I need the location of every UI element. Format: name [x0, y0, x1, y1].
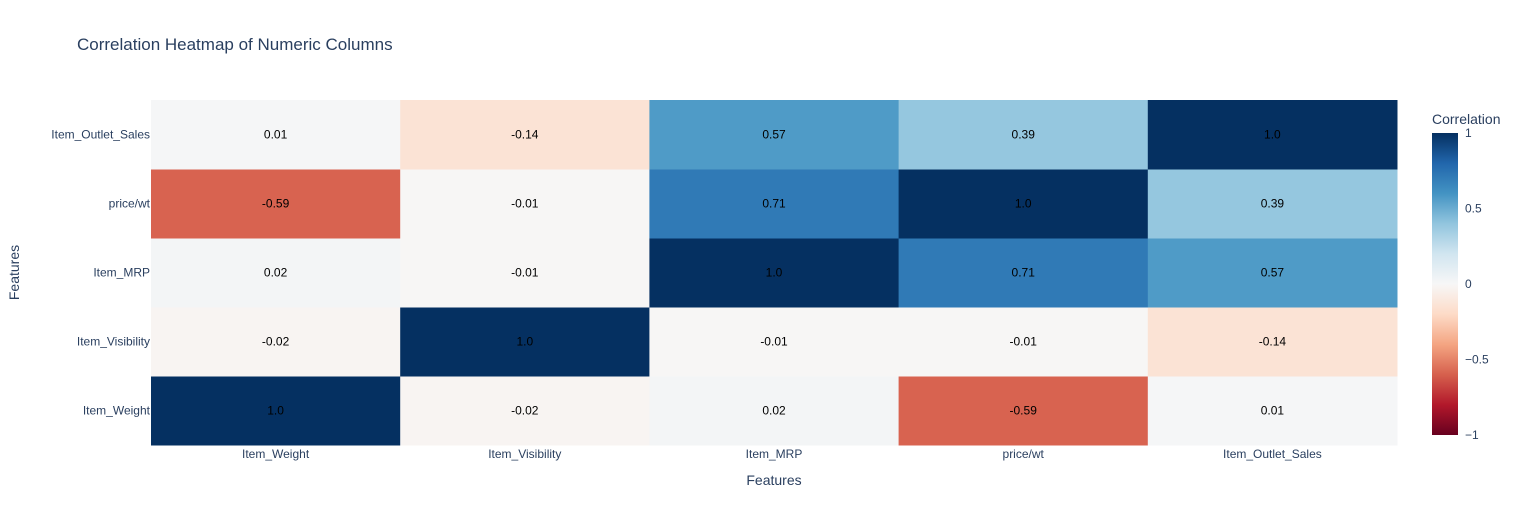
cell-value-label: -0.02: [511, 404, 539, 418]
cell-value-label: -0.01: [511, 197, 539, 211]
x-axis-ticks: Item_Weight Item_Visibility Item_MRP price/…: [242, 447, 1322, 461]
cell-value-label: -0.01: [1010, 335, 1038, 349]
x-tick-label: Item_Outlet_Sales: [1223, 447, 1322, 461]
cell-value-label: -0.01: [511, 266, 539, 280]
heatmap-cell: [400, 169, 650, 239]
colorbar-tick-label: −1: [1465, 428, 1479, 442]
heatmap-cell: [400, 238, 650, 308]
heatmap-cell: [898, 238, 1149, 308]
colorbar-tick-label: 0: [1465, 277, 1472, 291]
cell-value-label: 0.57: [762, 128, 786, 142]
heatmap-cell: [400, 100, 650, 170]
heatmap-cell: [1147, 376, 1398, 446]
heatmap-cell: [1147, 307, 1398, 377]
heatmap-cell: [151, 307, 401, 377]
heatmap-cell: [1147, 169, 1398, 239]
heatmap-cell: [898, 100, 1149, 170]
y-tick-label: Item_Weight: [83, 404, 151, 418]
heatmap-cell: [649, 100, 900, 170]
heatmap-cell: [649, 238, 900, 308]
heatmap-cells: 1.0 -0.02 0.02 -0.59 0.01 -0.02 1.0 -0.01 -0.01 -…: [151, 100, 1398, 446]
heatmap-cell: [151, 376, 401, 446]
x-tick-label: Item_Weight: [242, 447, 310, 461]
y-axis-ticks: Item_Weight Item_Visibility Item_MRP price/…: [51, 128, 150, 418]
cell-value-label: 0.39: [1261, 197, 1285, 211]
heatmap-cell: [649, 307, 900, 377]
colorbar-title: Correlation: [1432, 111, 1500, 127]
heatmap-cell: [151, 169, 401, 239]
colorbar-gradient: [1432, 133, 1458, 435]
colorbar-tick-label: 0.5: [1465, 202, 1482, 216]
cell-value-label: 0.02: [762, 404, 786, 418]
heatmap-cell: [649, 169, 900, 239]
colorbar: Correlation 1 0.5 0 −0.5 −1: [1432, 111, 1500, 442]
cell-value-label: -0.14: [1259, 335, 1287, 349]
y-tick-label: price/wt: [109, 197, 151, 211]
cell-value-label: -0.59: [262, 197, 290, 211]
cell-value-label: 0.01: [264, 128, 288, 142]
cell-value-label: 1.0: [766, 266, 783, 280]
x-tick-label: Item_MRP: [746, 447, 803, 461]
heatmap-cell: [898, 307, 1149, 377]
colorbar-tick-label: 1: [1465, 126, 1472, 140]
y-tick-label: Item_Visibility: [77, 335, 150, 349]
cell-value-label: 1.0: [516, 335, 533, 349]
cell-value-label: -0.02: [262, 335, 290, 349]
cell-value-label: 0.57: [1261, 266, 1285, 280]
heatmap-cell: [1147, 100, 1398, 170]
cell-value-label: 1.0: [1264, 128, 1281, 142]
heatmap-cell: [151, 238, 401, 308]
cell-value-label: 0.71: [1012, 266, 1036, 280]
cell-value-label: -0.01: [760, 335, 788, 349]
heatmap-cell: [400, 307, 650, 377]
heatmap-cell: [400, 376, 650, 446]
heatmap-cell: [898, 169, 1149, 239]
heatmap-cell: [649, 376, 900, 446]
colorbar-tick-label: −0.5: [1465, 353, 1489, 367]
x-axis-title: Features: [746, 472, 801, 488]
cell-value-label: 0.39: [1012, 128, 1036, 142]
heatmap-cell: [898, 376, 1149, 446]
cell-value-label: 1.0: [1015, 197, 1032, 211]
x-tick-label: Item_Visibility: [488, 447, 561, 461]
cell-value-label: -0.59: [1010, 404, 1038, 418]
heatmap-cell: [1147, 238, 1398, 308]
cell-value-label: 0.01: [1261, 404, 1285, 418]
y-tick-label: Item_MRP: [93, 266, 150, 280]
y-tick-label: Item_Outlet_Sales: [51, 128, 150, 142]
x-tick-label: price/wt: [1003, 447, 1045, 461]
heatmap-cell: [151, 100, 401, 170]
cell-value-label: 0.02: [264, 266, 288, 280]
y-axis-title: Features: [6, 245, 22, 300]
chart-title: Correlation Heatmap of Numeric Columns: [77, 35, 393, 54]
colorbar-ticks: 1 0.5 0 −0.5 −1: [1465, 126, 1489, 442]
cell-value-label: 1.0: [267, 404, 284, 418]
cell-value-label: 0.71: [762, 197, 786, 211]
cell-value-label: -0.14: [511, 128, 539, 142]
